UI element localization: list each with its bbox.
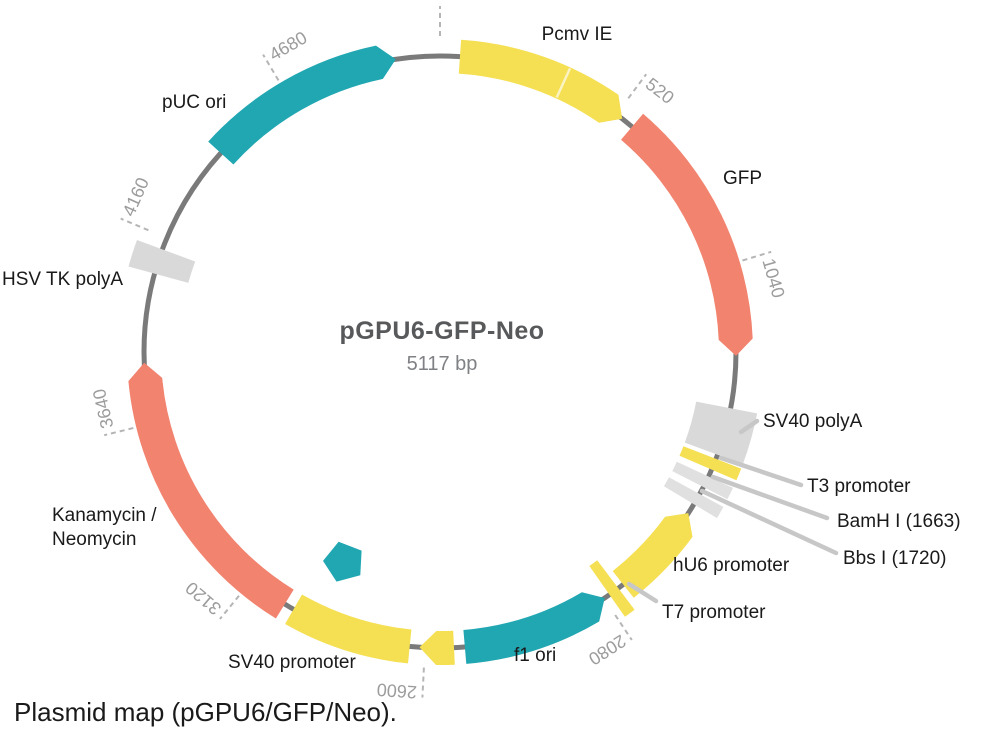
label-sv40-promoter: SV40 promoter: [228, 652, 356, 673]
label-puc-ori: pUC ori: [162, 92, 226, 113]
leader-t3-promoter: [718, 455, 804, 488]
feature-kanamycin-neomycin: [128, 362, 294, 619]
label-pcmv-ie: Pcmv IE: [542, 24, 613, 45]
feature-sv40-promoter-head: [419, 630, 455, 666]
tick-mark-3640: [103, 427, 134, 437]
leader-bamh1-site: [710, 474, 830, 521]
feature-t7-promoter: [589, 560, 635, 617]
tick-label-3640: 3640: [89, 387, 117, 431]
label-sv40-polya: SV40 polyA: [763, 411, 863, 432]
tick-label-4680: 4680: [266, 27, 311, 64]
tick-mark-2600: [421, 667, 425, 698]
tick-mark-4160: [120, 217, 149, 232]
label-bbs1-site: Bbs I (1720): [843, 548, 947, 569]
tick-mark-1040: [742, 250, 772, 262]
label-hu6-promoter: hU6 promoter: [673, 555, 790, 576]
tick-label-3120: 3120: [182, 578, 225, 619]
feature-f1-ori: [463, 592, 605, 664]
insert-marker: [323, 541, 362, 582]
leader-bbs1-site: [699, 488, 839, 556]
tick-label-2080: 2080: [585, 631, 630, 669]
label-bamh1-site: BamH I (1663): [837, 511, 961, 532]
feature-pcmv-ie: [458, 39, 623, 123]
feature-bamh1-site: [672, 461, 733, 500]
label-hsv-tk-polya: HSV TK polyA: [2, 269, 123, 290]
leader-t7-promoter: [626, 581, 659, 604]
feature-gfp: [621, 113, 753, 356]
label-f1-ori: f1 ori: [514, 645, 556, 666]
label-gfp: GFP: [723, 168, 762, 189]
feature-puc-ori: [208, 45, 396, 165]
label-t3-promoter: T3 promoter: [807, 476, 911, 497]
leader-sv40-polya: [738, 418, 760, 435]
feature-bbs1-site: [663, 477, 724, 519]
tick-label-4160: 4160: [119, 174, 153, 219]
feature-separator: [555, 67, 572, 99]
tick-label-520: 520: [642, 74, 678, 108]
feature-sv40-polya: [684, 401, 758, 465]
tick-label-2600: 2600: [376, 679, 417, 702]
label-t7-promoter: T7 promoter: [662, 602, 766, 623]
feature-t3-promoter: [679, 446, 742, 481]
feature-sv40-promoter: [285, 594, 412, 664]
feature-hsv-tk-polya: [128, 240, 196, 283]
label-kanamycin-neomycin: Kanamycin / Neomycin: [52, 505, 157, 550]
tick-label-1040: 1040: [758, 256, 788, 300]
feature-hu6-promoter: [612, 513, 693, 598]
figure-caption: Plasmid map (pGPU6/GFP/Neo).: [14, 697, 397, 727]
